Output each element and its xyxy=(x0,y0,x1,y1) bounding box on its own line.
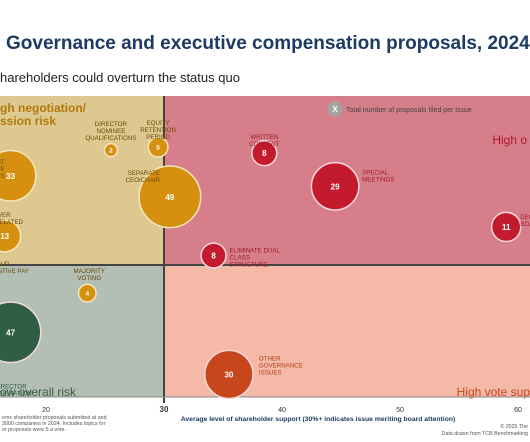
page-title: Governance and executive compensation pr… xyxy=(6,33,530,54)
bubble-count: 8 xyxy=(262,149,267,158)
bubble-label: ELIMINATE DUAL CLASS STRUCTURE xyxy=(230,248,281,269)
page-subtitle: hareholders could overturn the status qu… xyxy=(0,70,240,85)
bubble[interactable] xyxy=(147,136,169,158)
quadrant-label-high-vote: High vote sup xyxy=(457,385,530,399)
x-tick-label: 40 xyxy=(278,407,286,414)
bubble-count: 47 xyxy=(6,328,15,337)
bubble-label: SPECIAL MEETINGS xyxy=(362,169,394,183)
bubble[interactable] xyxy=(490,211,522,243)
bubble-label: OTHER GOVERNANCE ISSUES xyxy=(259,355,303,376)
bubble-count: 5 xyxy=(156,145,160,152)
bubble[interactable] xyxy=(0,149,37,202)
bubble[interactable] xyxy=(0,301,42,364)
bubble[interactable] xyxy=(138,165,202,229)
x-tick-label: 20 xyxy=(42,407,50,414)
bubble-label: LIMITSEVERANCEAGREEMENTS xyxy=(0,159,5,180)
bubble-count: 13 xyxy=(0,232,9,241)
bubble-count: 29 xyxy=(331,182,340,191)
bubble-count: 49 xyxy=(165,193,174,202)
bubble[interactable] xyxy=(200,242,227,269)
legend-text: Total number of proposals filed per issu… xyxy=(346,107,472,114)
bubble-count: 2 xyxy=(109,148,113,155)
bubble-count: 4 xyxy=(85,291,89,298)
bubble-label: MAJORITY VOTING xyxy=(74,268,105,282)
bubble-count: 11 xyxy=(502,223,511,232)
bubble[interactable] xyxy=(103,142,119,158)
bubble[interactable] xyxy=(0,219,22,253)
bubble[interactable] xyxy=(251,139,278,167)
x-tick-label: 50 xyxy=(396,407,404,414)
footnote-source: ems shareholder proposals submitted at a… xyxy=(2,415,107,433)
bubble-count: 8 xyxy=(211,252,216,261)
footnote-credit: © 2025 The Data drawn from TCB Benchmarki… xyxy=(442,423,529,437)
bubble[interactable] xyxy=(77,283,97,303)
bubble-label: EQUITY RETENTION PERIOD xyxy=(140,120,176,141)
bubble[interactable] xyxy=(310,161,360,211)
legend-icon xyxy=(327,101,343,117)
quadrant-label-high-negotiation: gh negotiation/ssion risk xyxy=(0,101,87,128)
quadrant-label-high-opposition: High o xyxy=(492,133,527,147)
bubble-label: RECOUPINCENTIVE PAY xyxy=(0,261,29,275)
bubble-count: 30 xyxy=(224,370,233,379)
bubble-label: DIRECTORRESIGNATION xyxy=(0,383,32,397)
bubble[interactable] xyxy=(204,349,254,400)
x-axis-label: Average level of shareholder support (30… xyxy=(181,416,456,423)
bubble-label: WRITTEN CONSENT xyxy=(249,134,279,148)
x-tick-label: 30 xyxy=(160,405,169,414)
bubble-label: SEPARATE CEO/CHAIR xyxy=(126,170,161,184)
bubble-label: DIRECTOR NOMINEE QUALIFICATIONS xyxy=(85,121,136,142)
legend-glyph: X xyxy=(332,105,338,114)
x-tick-label: 60 xyxy=(514,407,522,414)
bubble-label: DECLASSIFYBOARD xyxy=(520,214,530,228)
quadrant-label-low-risk: ow overall risk xyxy=(0,385,77,399)
bubble-count: 33 xyxy=(6,172,15,181)
